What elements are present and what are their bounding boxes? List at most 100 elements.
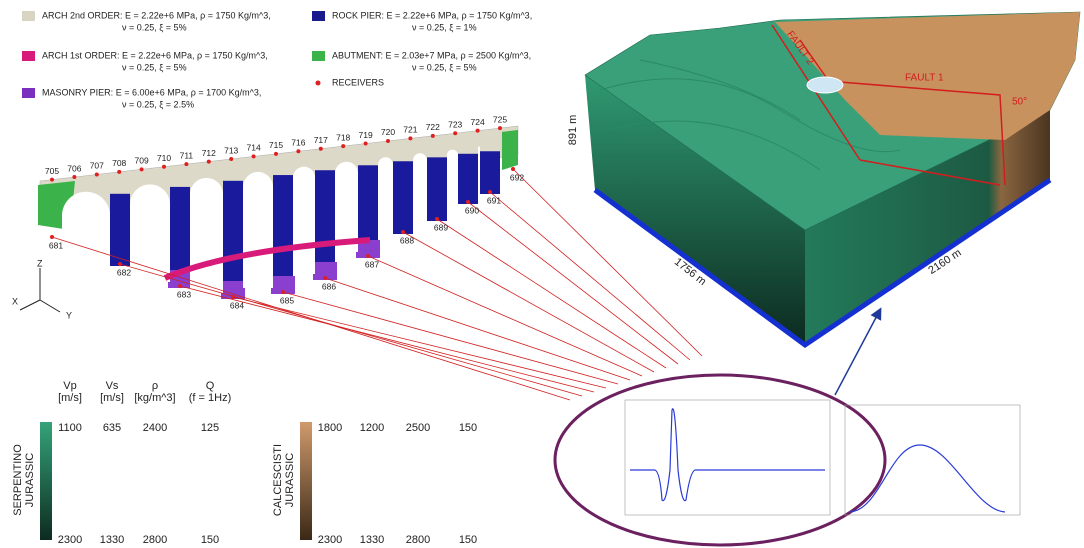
receiver-label: 708 — [112, 158, 126, 168]
legend-detail: ν = 0.25, ξ = 5% — [122, 22, 187, 32]
receiver-dot — [401, 230, 405, 234]
receiver-label: 719 — [359, 130, 373, 140]
receiver-label: 684 — [230, 300, 244, 310]
table-value: 1800 — [318, 422, 342, 434]
receiver-label: 707 — [90, 161, 104, 171]
receiver-label: 709 — [135, 156, 149, 166]
angle-label: 50° — [1012, 97, 1027, 108]
receiver-label: 723 — [448, 120, 462, 130]
layer-name: SERPENTINO — [12, 444, 24, 516]
table-value: 150 — [459, 534, 477, 546]
axis-x: X — [12, 296, 18, 306]
receiver-dot — [435, 217, 439, 221]
legend-swatch — [312, 51, 325, 61]
receiver-label: 688 — [400, 235, 414, 245]
receiver-label: 717 — [314, 135, 328, 145]
triad-lines — [20, 268, 60, 312]
table-value: 150 — [201, 534, 219, 546]
pier — [393, 161, 413, 234]
legend-label: ARCH 2nd ORDER: E = 2.22e+6 MPa, ρ = 175… — [42, 10, 271, 20]
table-value: 2500 — [406, 422, 430, 434]
abutment-right — [502, 130, 518, 170]
legend-swatch — [22, 11, 35, 21]
receiver-label: 722 — [426, 122, 440, 132]
table-header: [m/s] — [58, 392, 82, 404]
receiver-link — [437, 219, 666, 368]
receiver-link — [283, 292, 618, 384]
receiver-link — [325, 278, 630, 380]
legend-label: RECEIVERS — [332, 77, 384, 87]
receiver-label: 705 — [45, 166, 59, 176]
receiver-dot — [296, 149, 300, 153]
receiver-dot — [118, 262, 122, 266]
receiver-dot — [466, 200, 470, 204]
table-value: 1330 — [360, 534, 384, 546]
receiver-dot — [140, 167, 144, 171]
legend-detail: ν = 0.25, ξ = 5% — [122, 62, 187, 72]
table-header: [kg/m^3] — [134, 392, 175, 404]
terrain-model — [585, 12, 1080, 345]
table-header: Vs — [106, 380, 119, 392]
arch-opening — [478, 147, 480, 188]
receiver-label: 718 — [336, 132, 350, 142]
arch-opening — [243, 172, 273, 288]
receiver-dot — [178, 284, 182, 288]
table-value: 1100 — [58, 422, 82, 434]
receiver-dot — [184, 162, 188, 166]
receiver-dot — [408, 136, 412, 140]
receiver-dot — [323, 276, 327, 280]
table-value: 1330 — [100, 534, 124, 546]
table-value: 635 — [103, 422, 121, 434]
axis-triad: Z X Y — [12, 258, 72, 320]
receiver-dot — [476, 129, 480, 133]
receiver-dot — [95, 172, 99, 176]
legend-label: ARCH 1st ORDER: E = 2.22e+6 MPa, ρ = 175… — [42, 50, 268, 60]
receiver-label: 683 — [177, 289, 191, 299]
receiver-label: 692 — [510, 172, 524, 182]
table-value: 2800 — [143, 534, 167, 546]
arch-opening — [62, 192, 110, 260]
receiver-dot — [231, 295, 235, 299]
receiver-dot — [72, 175, 76, 179]
receiver-label: 724 — [471, 117, 485, 127]
receiver-label: 687 — [365, 259, 379, 269]
receiver-dot — [498, 126, 502, 130]
receiver-dot — [252, 154, 256, 158]
receiver-label: 715 — [269, 140, 283, 150]
pier — [458, 154, 478, 204]
receiver-dot — [488, 190, 492, 194]
receiver-dot — [366, 254, 370, 258]
receiver-label: 689 — [434, 222, 448, 232]
table-value: 2300 — [58, 534, 82, 546]
receiver-label: 716 — [291, 138, 305, 148]
receiver-label: 681 — [49, 240, 63, 250]
layer-name: JURASSIC — [284, 453, 296, 507]
receiver-dot — [364, 142, 368, 146]
receiver-label: 690 — [465, 205, 479, 215]
legend-swatch — [312, 11, 325, 21]
receiver-dot — [207, 160, 211, 164]
receiver-dot — [453, 131, 457, 135]
receiver-label: 712 — [202, 148, 216, 158]
table-header: (f = 1Hz) — [189, 392, 231, 404]
legend-detail: ν = 0.25, ξ = 1% — [412, 22, 477, 32]
receiver-dot — [281, 290, 285, 294]
pier — [110, 194, 130, 266]
receiver-link — [403, 232, 654, 372]
receiver-dot — [229, 157, 233, 161]
receiver-label: 725 — [493, 114, 507, 124]
layer-name: JURASSIC — [24, 453, 36, 507]
bridge-site — [807, 77, 843, 93]
receiver-dot — [50, 178, 54, 182]
arch-opening — [378, 157, 393, 228]
table-value: 1200 — [360, 422, 384, 434]
receiver-label: 711 — [180, 150, 194, 160]
receiver-dot — [341, 144, 345, 148]
axis-z: Z — [37, 258, 43, 268]
table-value: 125 — [201, 422, 219, 434]
receiver-dot — [117, 170, 121, 174]
receiver-label: 706 — [67, 163, 81, 173]
receiver-label: 685 — [280, 295, 294, 305]
receiver-link — [368, 256, 642, 376]
fault1-label: FAULT 1 — [905, 73, 944, 84]
